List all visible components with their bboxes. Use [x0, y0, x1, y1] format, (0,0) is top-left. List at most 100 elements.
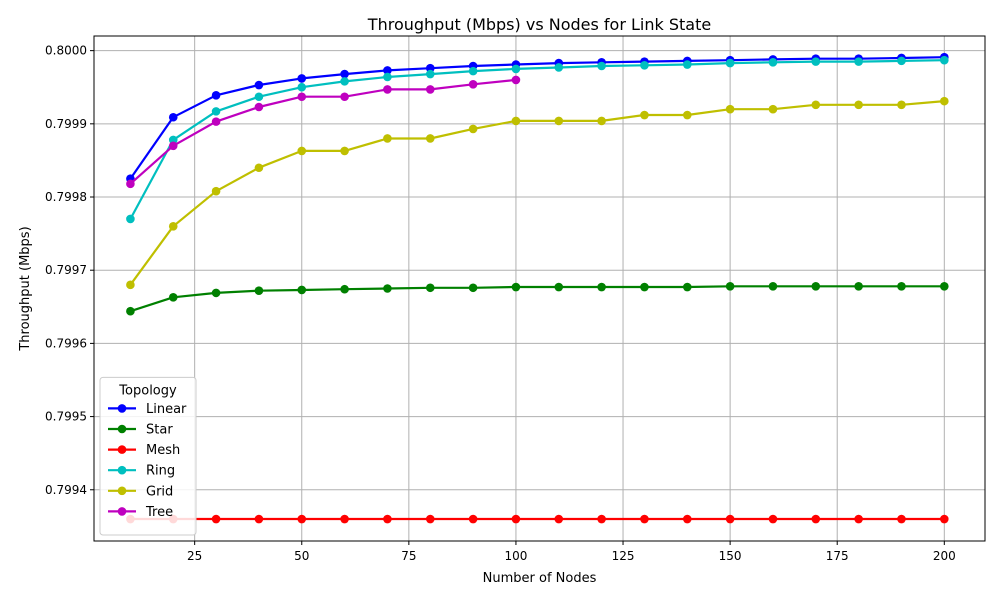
- data-point-mesh: [597, 514, 606, 524]
- y-tick-label: 0.8000: [45, 44, 87, 58]
- legend-label-mesh: Mesh: [146, 443, 180, 458]
- data-point-ring: [340, 77, 349, 86]
- data-point-tree: [168, 141, 178, 151]
- data-point-tree: [297, 92, 307, 102]
- legend-label-ring: Ring: [146, 464, 175, 479]
- data-point-linear: [297, 74, 307, 83]
- y-tick-label: 0.7998: [45, 190, 87, 204]
- data-point-grid: [211, 186, 221, 196]
- x-tick-label: 75: [401, 549, 416, 563]
- series-line-ring: [129, 59, 945, 220]
- data-point-linear: [168, 112, 178, 122]
- data-point-ring: [940, 55, 949, 65]
- data-point-star: [425, 283, 435, 293]
- data-point-ring: [854, 57, 863, 66]
- data-point-mesh: [425, 514, 435, 524]
- legend-label-grid: Grid: [146, 484, 173, 499]
- legend-marker-mesh: [117, 445, 127, 454]
- data-point-grid: [597, 116, 606, 126]
- data-point-ring: [211, 107, 221, 116]
- data-point-grid: [554, 116, 564, 126]
- data-point-linear: [254, 80, 264, 90]
- x-tick-label: 150: [719, 549, 742, 563]
- legend-marker-ring: [117, 465, 127, 475]
- x-tick-label: 125: [612, 549, 635, 563]
- data-point-star: [126, 306, 135, 316]
- data-point-tree: [211, 117, 221, 126]
- data-point-mesh: [211, 514, 221, 524]
- data-point-tree: [425, 85, 435, 94]
- data-point-ring: [597, 61, 606, 71]
- series-line-tree: [129, 78, 517, 185]
- data-point-grid: [126, 280, 135, 290]
- y-tick-label: 0.7997: [45, 263, 87, 277]
- data-point-star: [211, 288, 221, 298]
- data-point-grid: [383, 134, 392, 143]
- data-point-grid: [297, 146, 307, 156]
- x-tick-label: 100: [504, 549, 527, 563]
- data-point-grid: [811, 100, 821, 110]
- data-point-linear: [383, 66, 392, 75]
- data-point-grid: [340, 146, 349, 156]
- data-point-grid: [425, 134, 435, 143]
- data-point-tree: [511, 75, 521, 85]
- legend-marker-tree: [117, 507, 127, 516]
- data-point-ring: [297, 82, 307, 92]
- data-point-mesh: [940, 514, 949, 524]
- data-point-grid: [682, 110, 692, 120]
- legend-marker-star: [117, 424, 127, 434]
- data-point-linear: [211, 90, 221, 100]
- data-point-mesh: [254, 514, 264, 524]
- data-point-ring: [811, 57, 821, 66]
- data-point-star: [511, 282, 521, 292]
- data-point-star: [640, 282, 649, 292]
- data-point-tree: [383, 85, 392, 94]
- plot-frame: [93, 35, 986, 542]
- data-point-star: [554, 282, 564, 292]
- series-layer: [126, 52, 949, 524]
- legend: Topology Linear Star Mesh Ring Grid Tree: [99, 376, 197, 536]
- x-tick-label: 200: [933, 549, 956, 563]
- data-point-ring: [640, 60, 649, 70]
- data-point-grid: [725, 104, 735, 114]
- series-line-grid: [129, 100, 945, 286]
- data-point-star: [897, 282, 906, 291]
- data-point-ring: [254, 92, 264, 102]
- y-tick-label: 0.7995: [45, 410, 87, 424]
- series-line-star: [130, 285, 945, 313]
- x-tick-label: 50: [294, 549, 309, 563]
- legend-title: Topology: [118, 383, 177, 398]
- data-point-star: [254, 286, 264, 295]
- data-point-mesh: [468, 514, 478, 524]
- data-point-star: [682, 282, 692, 292]
- data-point-mesh: [768, 514, 778, 524]
- data-point-tree: [468, 80, 478, 89]
- data-point-tree: [126, 179, 135, 189]
- data-point-star: [768, 282, 778, 291]
- data-point-star: [468, 283, 478, 293]
- data-point-grid: [854, 100, 863, 110]
- legend-label-star: Star: [146, 423, 173, 438]
- data-point-star: [597, 282, 606, 292]
- data-point-ring: [682, 60, 692, 69]
- legend-box: [99, 376, 197, 536]
- data-point-star: [340, 284, 349, 294]
- data-point-star: [725, 282, 735, 291]
- data-point-mesh: [897, 514, 906, 524]
- data-point-mesh: [554, 514, 564, 524]
- data-point-star: [811, 282, 821, 291]
- legend-label-tree: Tree: [145, 505, 173, 520]
- data-point-grid: [768, 104, 778, 114]
- grid-lines: [94, 36, 985, 541]
- data-point-mesh: [640, 514, 649, 524]
- axes: 25 50 75 100 125 150 175 200 0.7994 0.7995 0.7996 0…: [45, 44, 956, 563]
- x-axis-label: Number of Nodes: [483, 571, 597, 586]
- data-point-linear: [340, 69, 349, 79]
- data-point-mesh: [725, 514, 735, 524]
- data-point-grid: [640, 110, 649, 120]
- data-point-mesh: [511, 514, 521, 524]
- legend-marker-linear: [117, 404, 127, 413]
- data-point-mesh: [383, 514, 392, 524]
